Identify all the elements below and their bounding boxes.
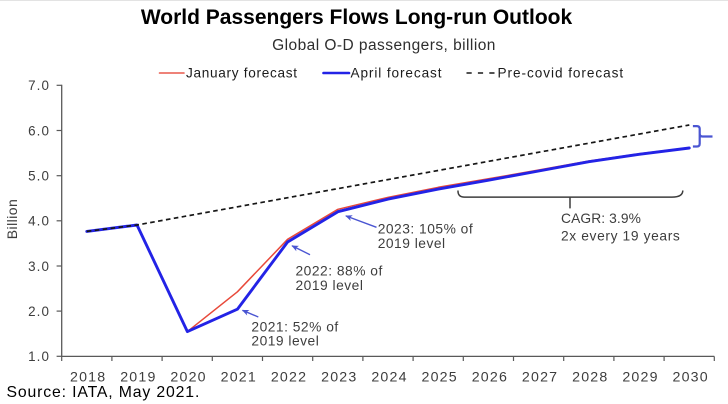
svg-text:2027: 2027 [522,369,558,385]
svg-text:2022: 2022 [271,369,307,385]
svg-text:2023: 2023 [321,369,357,385]
svg-text:Global O-D passengers, billion: Global O-D passengers, billion [272,37,496,54]
svg-text:2020: 2020 [170,369,206,385]
svg-text:2025: 2025 [422,369,458,385]
svg-text:2019 level: 2019 level [251,334,319,349]
svg-text:1.0: 1.0 [28,349,50,364]
svg-text:2x every 19 years: 2x every 19 years [561,229,680,244]
svg-text:2019 level: 2019 level [296,278,364,293]
svg-text:2023: 105% of: 2023: 105% of [378,222,474,237]
svg-text:World Passengers Flows Long-ru: World Passengers Flows Long-run Outlook [141,6,573,29]
svg-text:2024: 2024 [371,369,407,385]
svg-text:4.0: 4.0 [28,214,50,229]
svg-text:Billion: Billion [4,199,20,240]
svg-text:2029: 2029 [622,369,658,385]
svg-text:2021: 52% of: 2021: 52% of [251,319,338,334]
svg-text:April forecast: April forecast [351,65,443,80]
svg-text:2019: 2019 [120,369,156,385]
svg-text:5.0: 5.0 [28,169,50,184]
svg-text:2018: 2018 [70,369,106,385]
svg-text:CAGR: 3.9%: CAGR: 3.9% [561,211,641,226]
svg-text:2022: 88% of: 2022: 88% of [296,264,383,279]
svg-text:7.0: 7.0 [28,78,50,93]
svg-text:2019 level: 2019 level [378,236,446,251]
svg-text:2028: 2028 [572,369,608,385]
svg-text:Pre-covid forecast: Pre-covid forecast [498,65,625,80]
svg-text:2026: 2026 [472,369,508,385]
svg-text:Source: IATA, May 2021.: Source: IATA, May 2021. [7,384,201,401]
svg-text:2.0: 2.0 [28,304,50,319]
svg-text:2030: 2030 [673,369,709,385]
svg-text:6.0: 6.0 [28,123,50,138]
svg-text:3.0: 3.0 [28,259,50,274]
svg-text:2021: 2021 [221,369,257,385]
svg-text:January forecast: January forecast [186,65,298,80]
